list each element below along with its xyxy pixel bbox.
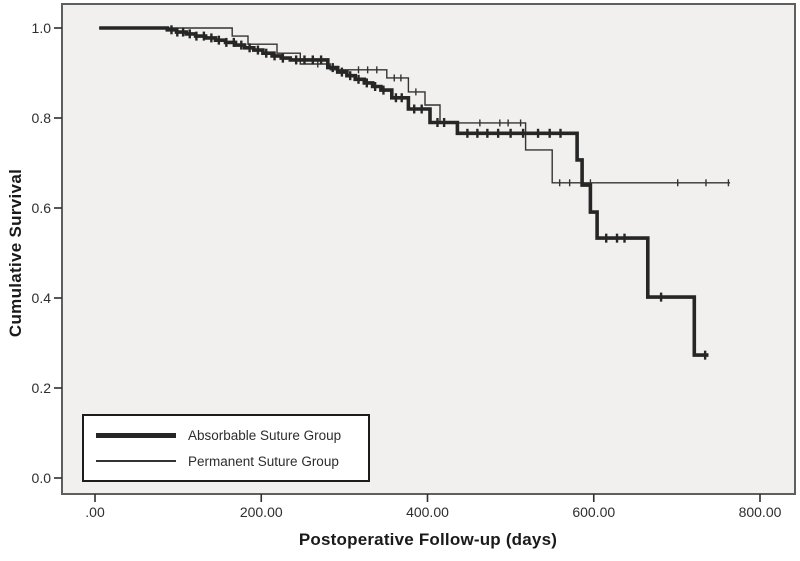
legend-label-absorbable: Absorbable Suture Group (188, 427, 342, 443)
x-tick-label: .00 (85, 504, 105, 520)
x-tick-label: 200.00 (240, 504, 283, 520)
legend-label-permanent: Permanent Suture Group (188, 453, 339, 469)
survival-curve-permanent (99, 27, 731, 184)
y-tick-label: 0.2 (32, 380, 52, 396)
x-tick-label: 400.00 (406, 504, 449, 520)
y-tick-label: 0.8 (32, 110, 52, 126)
y-tick-label: 0.0 (32, 470, 52, 486)
x-axis-title: Postoperative Follow-up (days) (298, 530, 558, 549)
y-tick-label: 0.4 (32, 290, 52, 306)
legend-item-permanent: Permanent Suture Group (96, 454, 368, 469)
y-axis-title: Cumulative Survival (6, 168, 25, 338)
legend-item-absorbable: Absorbable Suture Group (96, 428, 368, 443)
legend: Absorbable Suture Group Permanent Suture… (82, 414, 370, 482)
y-tick-label: 0.6 (32, 200, 52, 216)
x-tick-label: 800.00 (739, 504, 782, 520)
y-tick-label: 1.0 (32, 20, 52, 36)
x-tick-label: 600.00 (572, 504, 615, 520)
thin-line-swatch (96, 460, 176, 462)
thick-line-swatch (96, 432, 176, 438)
plot-panel (61, 3, 796, 495)
